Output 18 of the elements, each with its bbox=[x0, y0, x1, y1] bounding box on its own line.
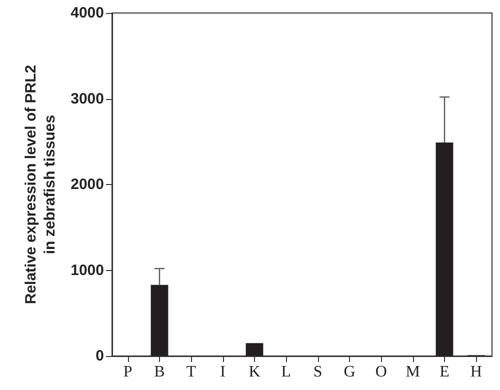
y-tick-label: 0 bbox=[96, 348, 104, 364]
x-tick-label: K bbox=[248, 364, 261, 380]
x-tick-label: O bbox=[375, 364, 387, 380]
x-tick-label: H bbox=[470, 364, 482, 380]
y-axis-title: Relative expression level of PRL2 in zebrafish tissues bbox=[22, 64, 59, 304]
x-tick-label: I bbox=[220, 364, 226, 380]
x-tick-label: E bbox=[440, 364, 450, 380]
y-tick-label: 4000 bbox=[70, 4, 104, 22]
x-tick-label: M bbox=[406, 364, 420, 380]
x-tick-label: S bbox=[313, 364, 322, 380]
y-tick-label: 3000 bbox=[70, 90, 104, 108]
x-tick-label: P bbox=[123, 364, 132, 380]
x-tick-label: T bbox=[186, 364, 196, 380]
y-tick-label: 1000 bbox=[70, 262, 104, 279]
x-tick-label: L bbox=[281, 364, 292, 380]
x-tick-label: G bbox=[344, 364, 356, 380]
x-tick-label: B bbox=[154, 364, 165, 380]
y-tick-label: 2000 bbox=[70, 176, 104, 193]
